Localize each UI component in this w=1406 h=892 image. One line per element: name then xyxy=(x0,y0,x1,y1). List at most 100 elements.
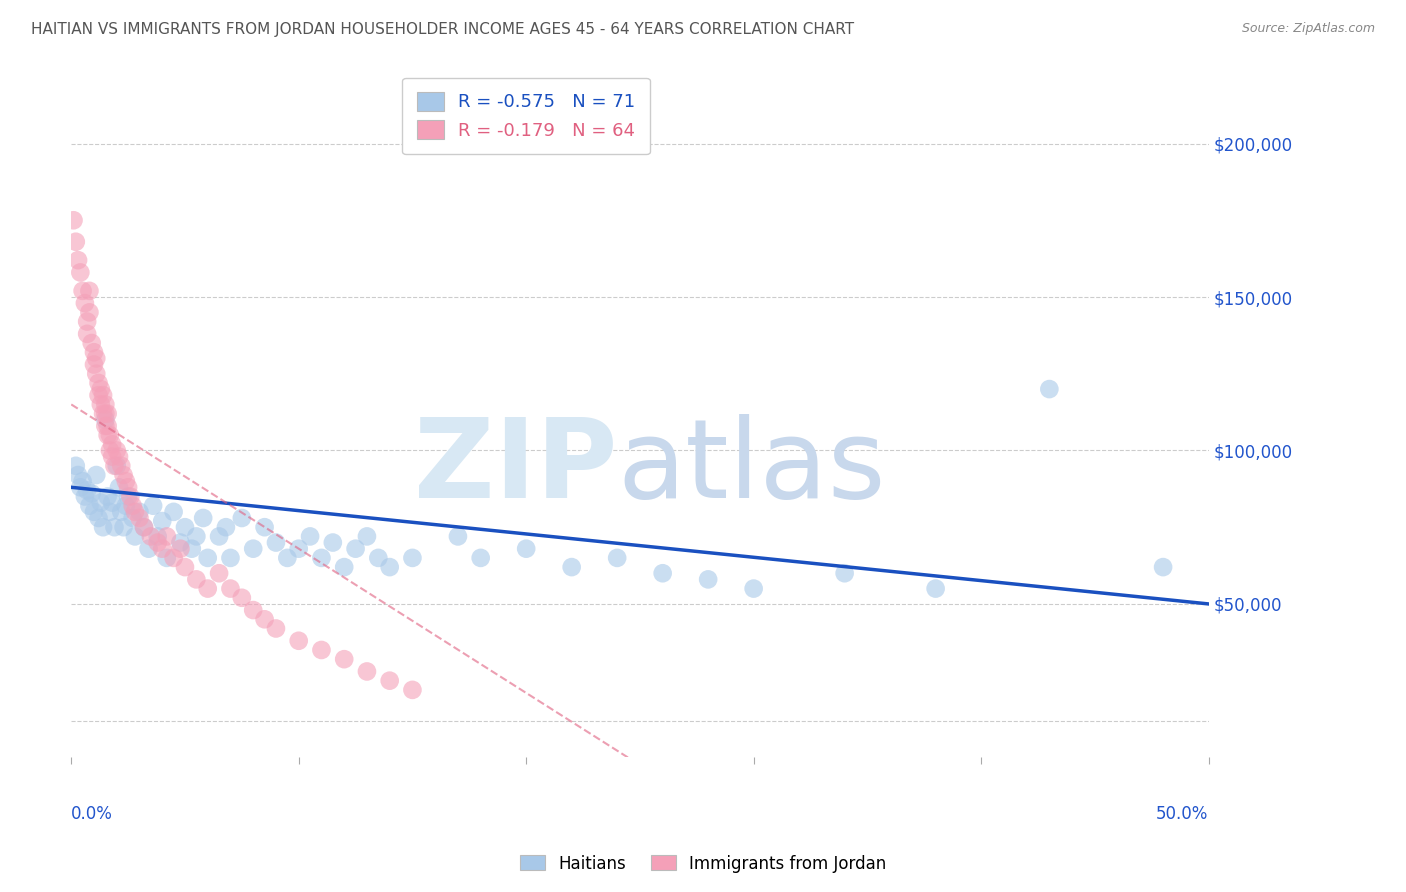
Point xyxy=(378,673,401,688)
Point xyxy=(193,511,215,525)
Y-axis label: Householder Income Ages 45 - 64 years: Householder Income Ages 45 - 64 years xyxy=(0,267,7,573)
Point xyxy=(162,505,184,519)
Point xyxy=(94,418,117,433)
Point xyxy=(69,265,91,279)
Point xyxy=(94,407,117,421)
Point xyxy=(186,529,208,543)
Point xyxy=(101,437,124,451)
Point xyxy=(447,529,470,543)
Point xyxy=(79,284,101,298)
Point xyxy=(561,560,583,574)
Point xyxy=(67,468,90,483)
Point xyxy=(231,511,253,525)
Point xyxy=(378,560,401,574)
Point xyxy=(79,305,101,319)
Point xyxy=(91,520,114,534)
Point xyxy=(80,486,103,500)
Point xyxy=(264,622,287,636)
Point xyxy=(180,541,202,556)
Point xyxy=(73,490,96,504)
Point xyxy=(162,550,184,565)
Point xyxy=(311,643,333,657)
Point xyxy=(108,480,131,494)
Point xyxy=(65,458,87,473)
Point xyxy=(80,336,103,351)
Point xyxy=(138,541,160,556)
Point xyxy=(114,474,136,488)
Point xyxy=(76,483,98,498)
Point xyxy=(253,612,276,626)
Legend: Haitians, Immigrants from Jordan: Haitians, Immigrants from Jordan xyxy=(513,848,893,880)
Point xyxy=(146,535,169,549)
Point xyxy=(253,520,276,534)
Text: Source: ZipAtlas.com: Source: ZipAtlas.com xyxy=(1241,22,1375,36)
Point xyxy=(65,235,87,249)
Point xyxy=(105,458,128,473)
Point xyxy=(97,428,120,442)
Point xyxy=(139,529,162,543)
Point xyxy=(84,351,107,366)
Point xyxy=(91,407,114,421)
Point xyxy=(117,480,139,494)
Point xyxy=(87,388,110,402)
Point xyxy=(128,511,150,525)
Point xyxy=(215,520,238,534)
Point xyxy=(72,284,94,298)
Point xyxy=(219,582,242,596)
Point xyxy=(651,566,673,581)
Point xyxy=(103,458,125,473)
Point xyxy=(742,582,765,596)
Point xyxy=(83,345,105,359)
Point xyxy=(84,367,107,381)
Point xyxy=(105,443,128,458)
Point xyxy=(174,520,197,534)
Point xyxy=(311,550,333,565)
Point xyxy=(356,529,378,543)
Point xyxy=(97,407,120,421)
Point xyxy=(120,490,142,504)
Point xyxy=(299,529,322,543)
Point xyxy=(90,496,112,510)
Point xyxy=(112,468,135,483)
Point xyxy=(242,603,264,617)
Point xyxy=(98,443,121,458)
Point xyxy=(186,573,208,587)
Point xyxy=(515,541,537,556)
Point xyxy=(470,550,492,565)
Point xyxy=(69,480,91,494)
Point xyxy=(264,535,287,549)
Point xyxy=(156,529,179,543)
Point xyxy=(132,520,155,534)
Point xyxy=(197,550,219,565)
Legend: R = -0.575   N = 71, R = -0.179   N = 64: R = -0.575 N = 71, R = -0.179 N = 64 xyxy=(402,78,650,154)
Point xyxy=(924,582,946,596)
Point xyxy=(97,490,120,504)
Point xyxy=(834,566,856,581)
Point xyxy=(76,326,98,341)
Point xyxy=(169,541,191,556)
Point xyxy=(1038,382,1060,396)
Point xyxy=(87,376,110,390)
Point xyxy=(94,413,117,427)
Point xyxy=(98,428,121,442)
Point xyxy=(114,499,136,513)
Point xyxy=(103,520,125,534)
Text: HAITIAN VS IMMIGRANTS FROM JORDAN HOUSEHOLDER INCOME AGES 45 - 64 YEARS CORRELAT: HAITIAN VS IMMIGRANTS FROM JORDAN HOUSEH… xyxy=(31,22,853,37)
Point xyxy=(83,505,105,519)
Point xyxy=(72,474,94,488)
Point xyxy=(90,397,112,411)
Point xyxy=(117,490,139,504)
Point xyxy=(401,550,423,565)
Point xyxy=(242,541,264,556)
Point xyxy=(276,550,298,565)
Point xyxy=(87,511,110,525)
Text: ZIP: ZIP xyxy=(413,414,617,521)
Point xyxy=(76,314,98,328)
Point xyxy=(208,529,231,543)
Point xyxy=(150,541,173,556)
Point xyxy=(97,418,120,433)
Point xyxy=(112,520,135,534)
Point xyxy=(169,535,191,549)
Point xyxy=(121,499,143,513)
Point xyxy=(401,682,423,697)
